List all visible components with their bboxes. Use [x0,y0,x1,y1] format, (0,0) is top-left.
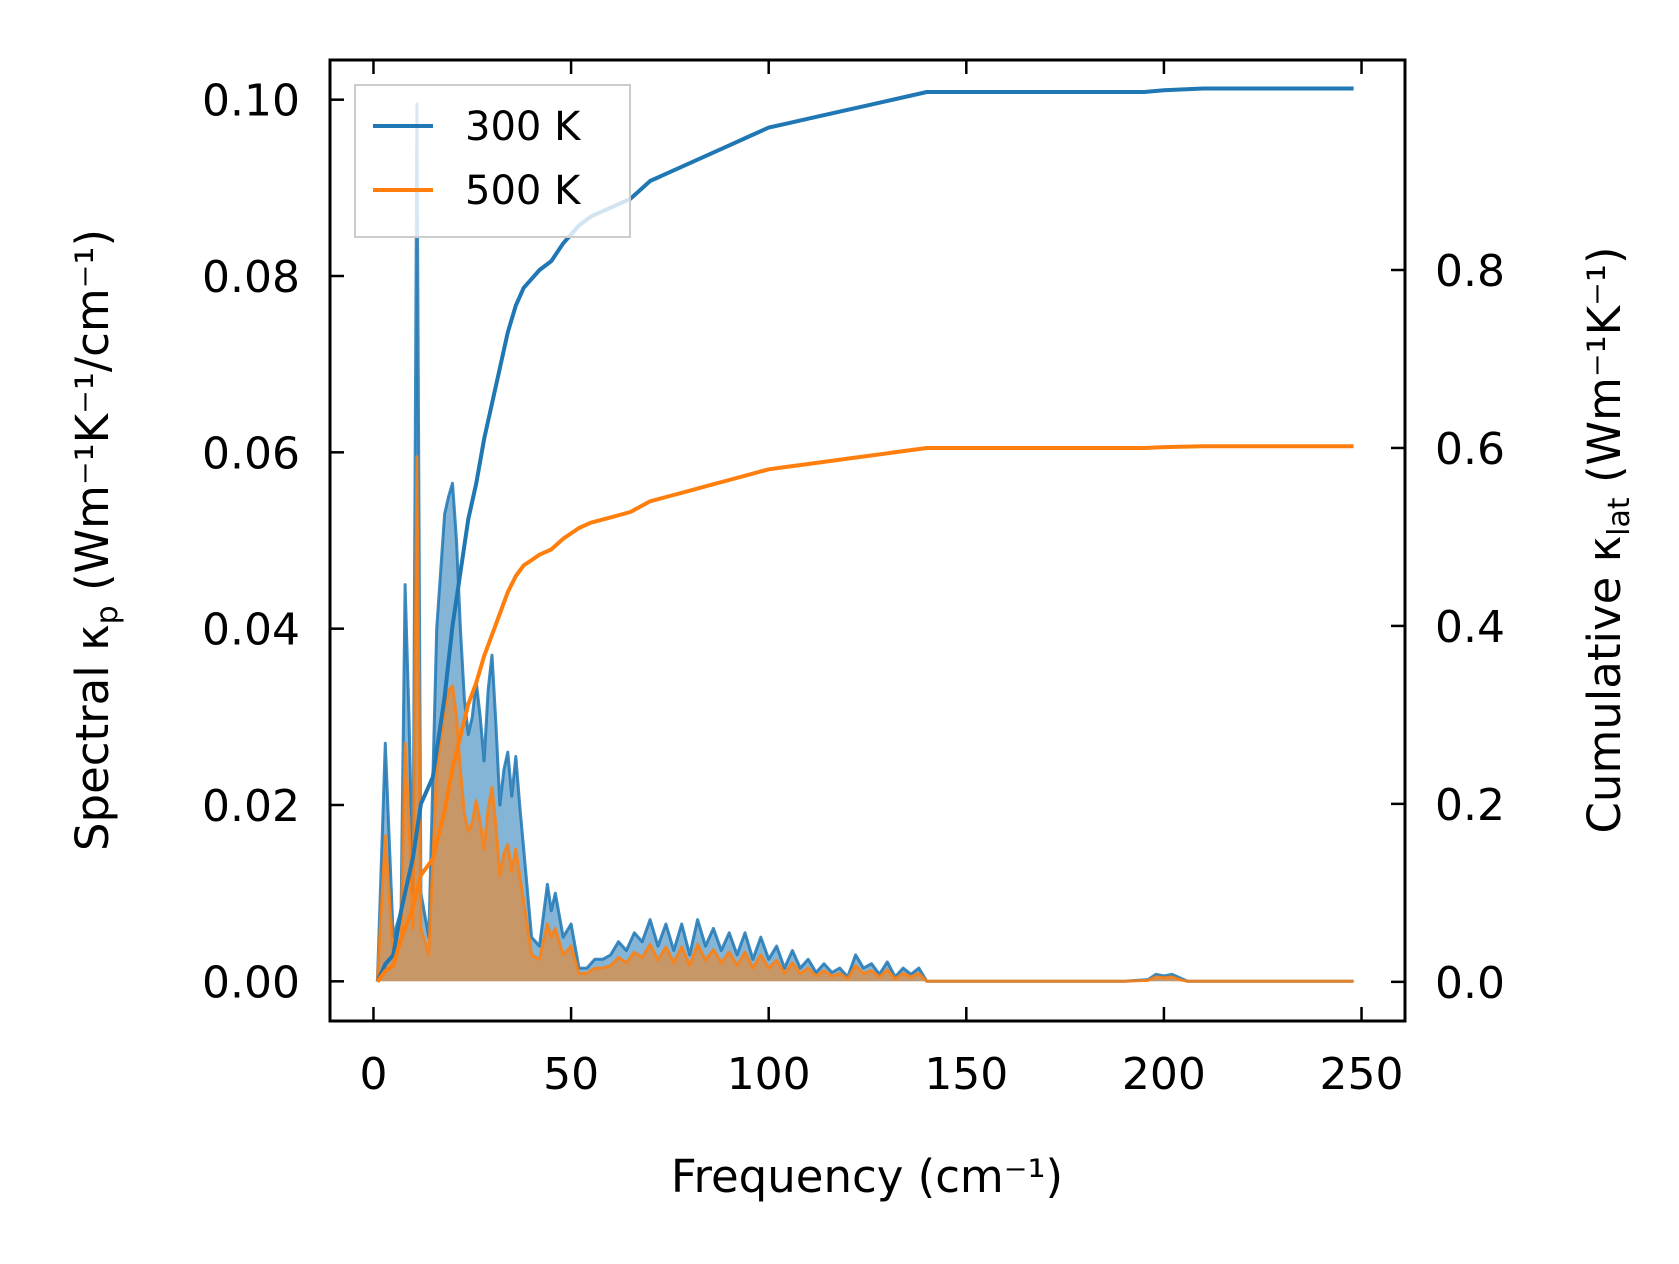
y-right-tick-label: 0.4 [1435,602,1505,653]
legend-label-500k: 500 K [465,168,582,214]
plot-frame [328,58,1407,1023]
x-tick-label: 250 [1320,1049,1404,1100]
spectral-area-500k [377,456,1354,982]
y-right-tick-label: 0.6 [1435,424,1505,475]
y-left-tick-label: 0.04 [202,605,300,656]
spectral-line-500k [375,455,1354,983]
x-tick-label: 150 [924,1049,1008,1100]
x-tick-label: 50 [543,1049,599,1100]
y-left-tick-label: 0.02 [202,781,300,832]
x-tick-label: 200 [1122,1049,1206,1100]
y-right-tick-label: 0.2 [1435,780,1505,831]
x-tick-label: 100 [727,1049,811,1100]
y-left-tick-label: 0.06 [202,428,300,479]
x-axis-label: Frequency (cm⁻¹) [671,1150,1063,1203]
y-left-tick-label: 0.08 [202,252,300,303]
x-tick-label: 0 [359,1049,387,1100]
y-axis-right-label: Cumulative κlat (Wm⁻¹K⁻¹) [1578,247,1637,834]
y-axis-left-label: Spectral κp (Wm⁻¹K⁻¹/cm⁻¹) [66,229,125,851]
legend: 300 K 500 K [354,84,631,238]
y-left-tick-label: 0.00 [202,957,300,1008]
y-right-tick-label: 0.8 [1435,246,1505,297]
y-right-tick-label: 0.0 [1435,958,1505,1009]
legend-box [354,84,631,238]
legend-label-300k: 300 K [465,104,582,150]
cumulative-line-500k [375,444,1354,983]
y-left-tick-label: 0.10 [202,76,300,127]
